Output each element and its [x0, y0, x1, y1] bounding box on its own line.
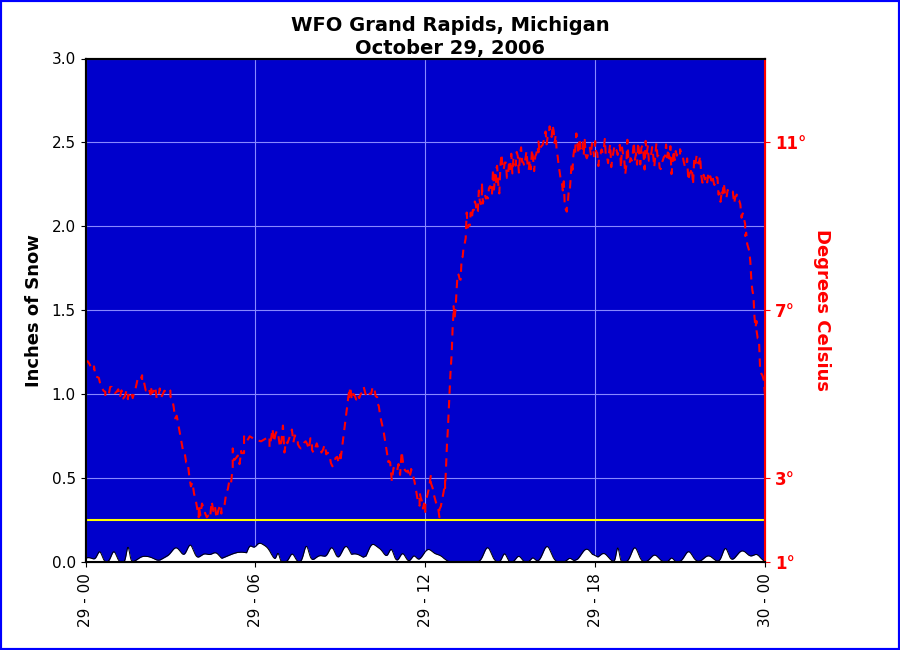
Y-axis label: Inches of Snow: Inches of Snow: [25, 234, 43, 387]
Text: WFO Grand Rapids, Michigan: WFO Grand Rapids, Michigan: [291, 16, 609, 35]
Y-axis label: Degrees Celsius: Degrees Celsius: [813, 229, 831, 391]
Text: October 29, 2006: October 29, 2006: [355, 39, 545, 58]
